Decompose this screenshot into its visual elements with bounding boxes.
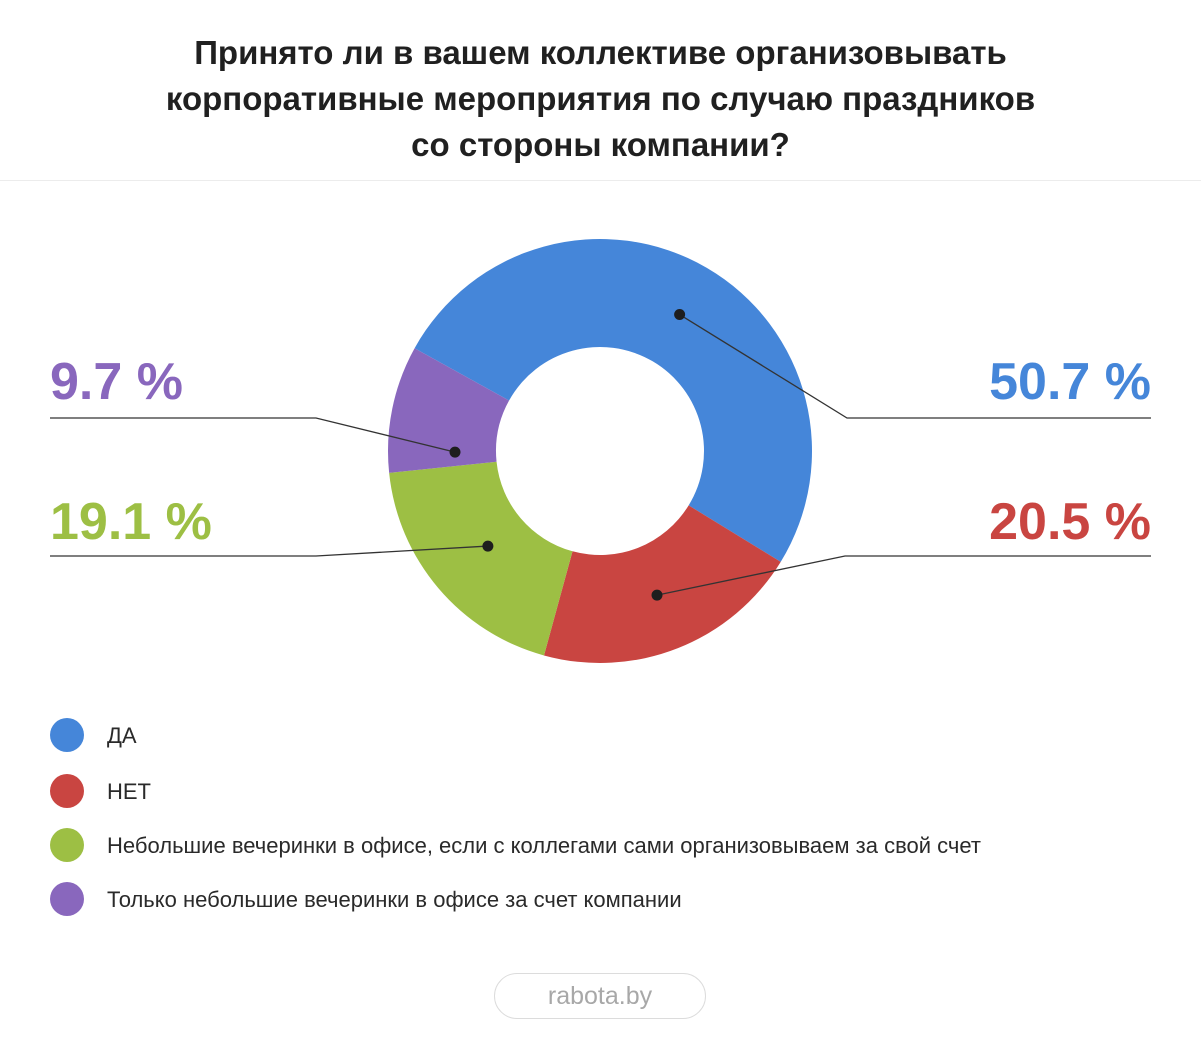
legend-item-company-parties: Только небольшие вечеринки в офисе за сч… <box>50 882 1170 916</box>
legend-swatch-company-parties <box>50 882 84 916</box>
slice-value-net: 20.5 % <box>989 493 1151 551</box>
legend-swatch-own-parties <box>50 828 84 862</box>
leader-dot-net <box>651 589 663 601</box>
legend-label-net: НЕТ <box>107 779 151 804</box>
leader-line-own-parties <box>50 545 488 557</box>
leader-dot-own-parties <box>482 540 494 552</box>
legend-item-own-parties: Небольшие вечеринки в офисе, если с колл… <box>50 828 1170 862</box>
leader-dot-da <box>674 309 686 321</box>
slice-own-parties <box>389 461 573 656</box>
legend-item-da: ДА <box>50 718 1170 752</box>
header-divider <box>0 180 1201 181</box>
chart-title: Принято ли в вашем коллективе организовы… <box>0 30 1201 168</box>
slice-value-da: 50.7 % <box>989 353 1151 411</box>
leader-line-company-parties <box>50 417 456 453</box>
slice-value-own-parties: 19.1 % <box>50 493 212 551</box>
legend-label-own-parties: Небольшие вечеринки в офисе, если с колл… <box>107 833 981 858</box>
leader-line-net <box>656 555 1151 596</box>
title-line-3: со стороны компании? <box>411 126 790 163</box>
leader-dot-company-parties <box>449 446 461 458</box>
title-line-2: корпоративные мероприятия по случаю праз… <box>165 80 1036 117</box>
legend-item-net: НЕТ <box>50 774 1170 808</box>
title-line-1: Принято ли в вашем коллективе организовы… <box>194 34 1007 71</box>
leader-line-da <box>679 313 1151 419</box>
brand-badge[interactable]: rabota.by <box>494 973 706 1019</box>
legend-label-company-parties: Только небольшие вечеринки в офисе за сч… <box>107 887 682 912</box>
legend-label-da: ДА <box>107 723 137 748</box>
legend-swatch-net <box>50 774 84 808</box>
legend-swatch-da <box>50 718 84 752</box>
slice-company-parties <box>388 348 510 473</box>
slice-value-company-parties: 9.7 % <box>50 353 183 411</box>
slice-net <box>543 505 781 663</box>
slice-da <box>414 238 813 562</box>
